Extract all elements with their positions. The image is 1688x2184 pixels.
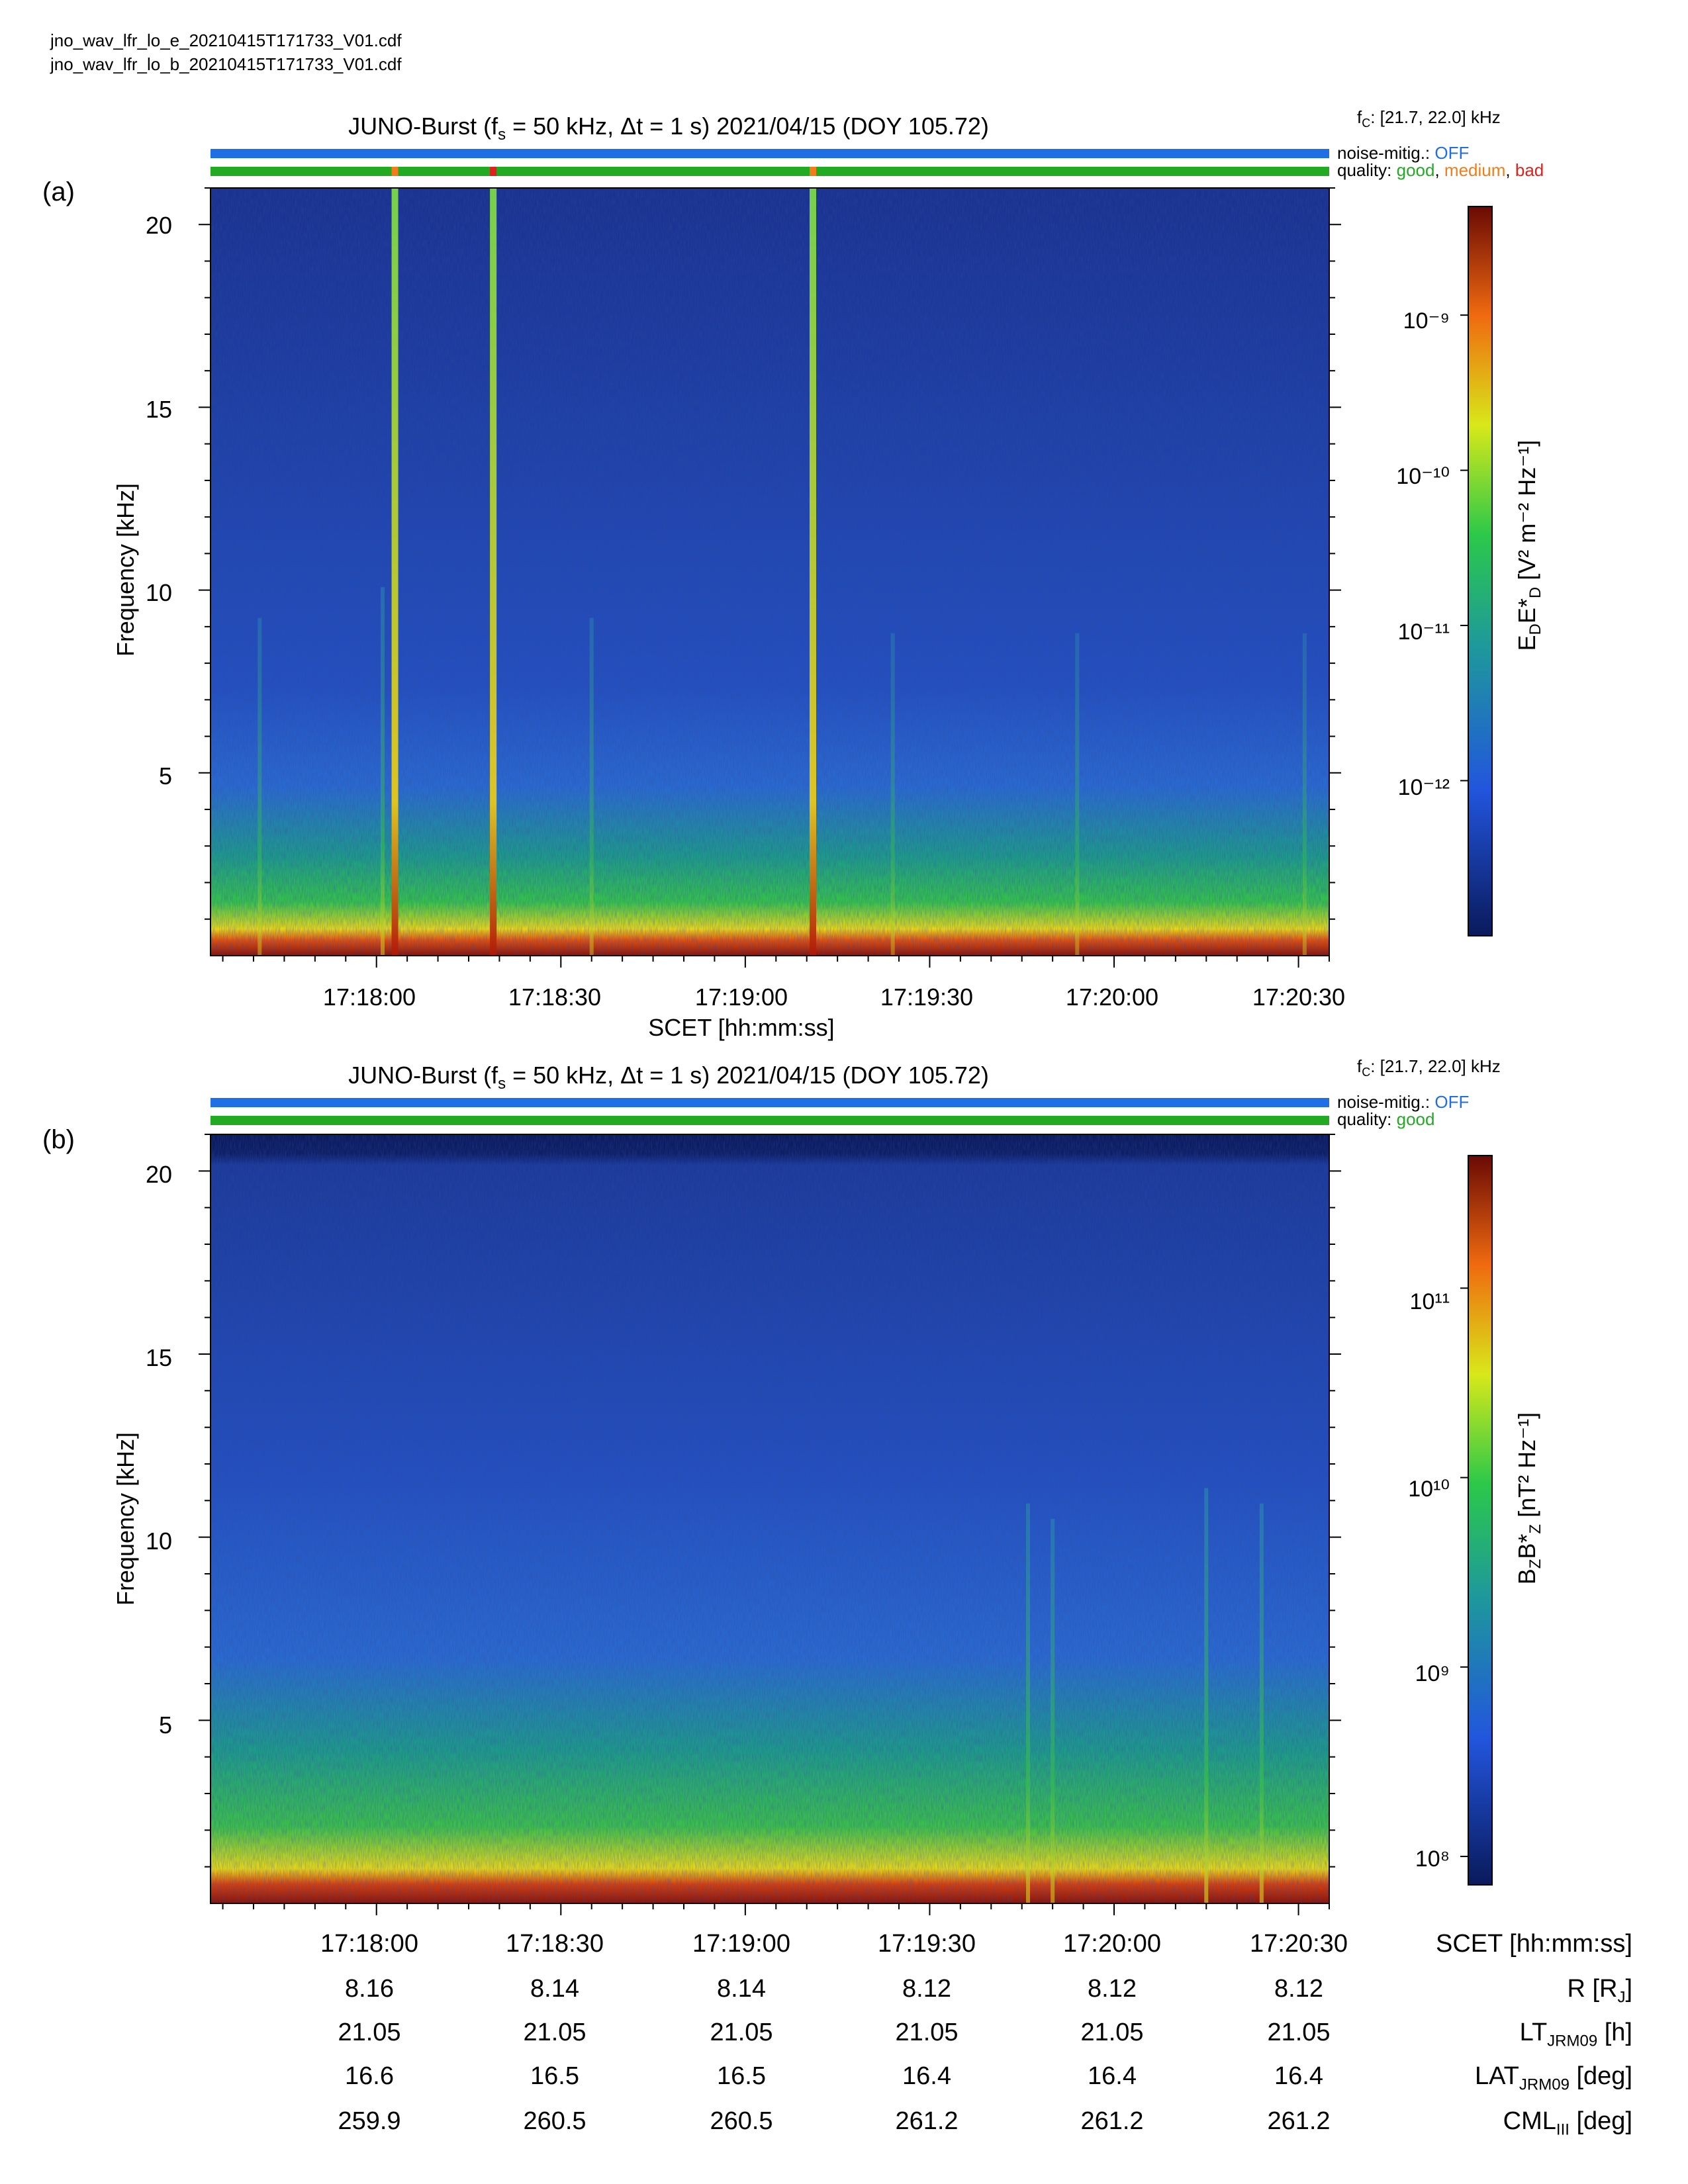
emission-line [810, 188, 816, 956]
panel-b-fc: fC: [21.7, 22.0] kHz [1357, 1056, 1501, 1079]
emission-line [391, 188, 399, 956]
panel-a-ytick-15: 15 [145, 396, 172, 423]
emission-line [1259, 1503, 1264, 1903]
panel-b-cbtick-2: 10¹⁰ [1408, 1477, 1450, 1502]
eph-scet-5: 17:20:00 [1063, 1930, 1161, 1958]
eph-lat-6: 16.4 [1274, 2062, 1323, 2090]
panel-a-cbtick-3: 10⁻¹¹ [1397, 619, 1450, 645]
eph-r-4: 8.12 [902, 1975, 951, 2003]
eph-lat-5: 16.4 [1088, 2062, 1137, 2090]
emission-line [381, 587, 385, 956]
eph-label-cml: CMLIII [deg] [1503, 2107, 1632, 2139]
emission-line [258, 617, 262, 956]
panel-a-xtick-4: 17:19:30 [880, 983, 974, 1011]
panel-b-speckle [211, 1134, 1329, 1903]
eph-cml-6: 261.2 [1267, 2107, 1331, 2135]
eph-r-5: 8.12 [1088, 1975, 1137, 2003]
panel-b-noise-mitig: noise-mitig.: OFF [1337, 1092, 1470, 1112]
eph-r-3: 8.14 [717, 1975, 766, 2003]
file-name-e: jno_wav_lfr_lo_e_20210415T171733_V01.cdf [50, 30, 402, 50]
panel-b-colorbar [1468, 1155, 1493, 1886]
eph-lt-6: 21.05 [1267, 2019, 1331, 2046]
quality-flag-medium [391, 167, 399, 176]
panel-a-ytick-5: 5 [158, 762, 172, 790]
file-name-b: jno_wav_lfr_lo_b_20210415T171733_V01.cdf [50, 54, 402, 74]
panel-b-frame [210, 1134, 1330, 1904]
panel-a-xtick-5: 17:20:00 [1065, 983, 1159, 1011]
emission-line [1302, 633, 1307, 956]
eph-r-6: 8.12 [1274, 1975, 1323, 2003]
emission-line [1204, 1488, 1209, 1903]
panel-b-label: (b) [42, 1125, 75, 1154]
panel-b-title: JUNO-Burst (fs = 50 kHz, Δt = 1 s) 2021/… [348, 1062, 989, 1093]
panel-a-xlabel: SCET [hh:mm:ss] [648, 1014, 835, 1041]
panel-a-xtick-1: 17:18:00 [322, 983, 416, 1011]
eph-scet-6: 17:20:30 [1250, 1930, 1348, 1958]
panel-a-speckle [211, 188, 1329, 956]
panel-b-noise-bar [211, 1098, 1329, 1107]
panel-a-frame [210, 187, 1330, 956]
panel-a-xtick-2: 17:18:30 [508, 983, 602, 1011]
panel-b-quality: quality: good [1337, 1109, 1435, 1129]
panel-b-ytick-5: 5 [158, 1711, 172, 1739]
eph-cml-2: 260.5 [523, 2107, 586, 2135]
panel-b-cbtick-4: 10⁸ [1415, 1846, 1450, 1872]
eph-cml-4: 261.2 [895, 2107, 959, 2135]
emission-line [1051, 1519, 1055, 1903]
eph-lt-2: 21.05 [523, 2019, 586, 2046]
eph-cml-1: 259.9 [338, 2107, 401, 2135]
eph-lt-3: 21.05 [710, 2019, 773, 2046]
panel-b-quality-bar [211, 1116, 1329, 1125]
panel-a-xtick-3: 17:19:00 [694, 983, 788, 1011]
eph-scet-4: 17:19:30 [878, 1930, 976, 1958]
eph-scet-3: 17:19:00 [692, 1930, 790, 1958]
panel-a-ytick-10: 10 [145, 579, 172, 606]
panel-a-colorbar [1468, 206, 1493, 936]
emission-line [589, 617, 594, 956]
quality-flag-medium [810, 167, 816, 176]
panel-a-fc: fC: [21.7, 22.0] kHz [1357, 107, 1501, 130]
eph-label-r: R [RJ] [1567, 1975, 1632, 2007]
emission-line [1075, 633, 1080, 956]
panel-a-quality: quality: good, medium, bad [1337, 160, 1544, 180]
emission-line [890, 633, 895, 956]
eph-label-lat: LATJRM09 [deg] [1475, 2062, 1632, 2094]
panel-a-cbtick-1: 10⁻⁹ [1403, 308, 1450, 334]
eph-lat-2: 16.5 [530, 2062, 579, 2090]
panel-a-cbtick-2: 10⁻¹⁰ [1396, 464, 1450, 489]
eph-r-2: 8.14 [530, 1975, 579, 2003]
panel-b-cbtick-3: 10⁹ [1415, 1661, 1450, 1686]
panel-b-ytick-15: 15 [145, 1344, 172, 1371]
panel-b-ytick-10: 10 [145, 1527, 172, 1555]
eph-lt-1: 21.05 [338, 2019, 401, 2046]
panel-a-cbtick-4: 10⁻¹² [1397, 775, 1450, 800]
panel-a-title: JUNO-Burst (fs = 50 kHz, Δt = 1 s) 2021/… [348, 113, 989, 144]
panel-b-ytick-20: 20 [145, 1161, 172, 1188]
emission-line [490, 188, 497, 956]
eph-scet-1: 17:18:00 [320, 1930, 418, 1958]
eph-lt-5: 21.05 [1080, 2019, 1144, 2046]
eph-lat-3: 16.5 [717, 2062, 766, 2090]
eph-label-lt: LTJRM09 [h] [1519, 2019, 1632, 2050]
panel-a-label: (a) [42, 177, 75, 206]
emission-line [1026, 1503, 1030, 1903]
panel-a-quality-bar [211, 167, 1329, 176]
panel-a-noise-mitig: noise-mitig.: OFF [1337, 143, 1470, 163]
eph-lat-1: 16.6 [345, 2062, 394, 2090]
eph-scet-2: 17:18:30 [506, 1930, 604, 1958]
panel-a-ytick-20: 20 [145, 212, 172, 239]
eph-lat-4: 16.4 [902, 2062, 951, 2090]
panel-a-noise-bar [211, 149, 1329, 158]
eph-cml-5: 261.2 [1080, 2107, 1144, 2135]
eph-r-1: 8.16 [345, 1975, 394, 2003]
eph-lt-4: 21.05 [895, 2019, 959, 2046]
panel-a-xtick-6: 17:20:30 [1252, 983, 1346, 1011]
panel-b-cbtick-1: 10¹¹ [1409, 1289, 1450, 1314]
quality-flag-bad [490, 167, 497, 176]
eph-cml-3: 260.5 [710, 2107, 773, 2135]
eph-label-scet: SCET [hh:mm:ss] [1435, 1930, 1632, 1958]
